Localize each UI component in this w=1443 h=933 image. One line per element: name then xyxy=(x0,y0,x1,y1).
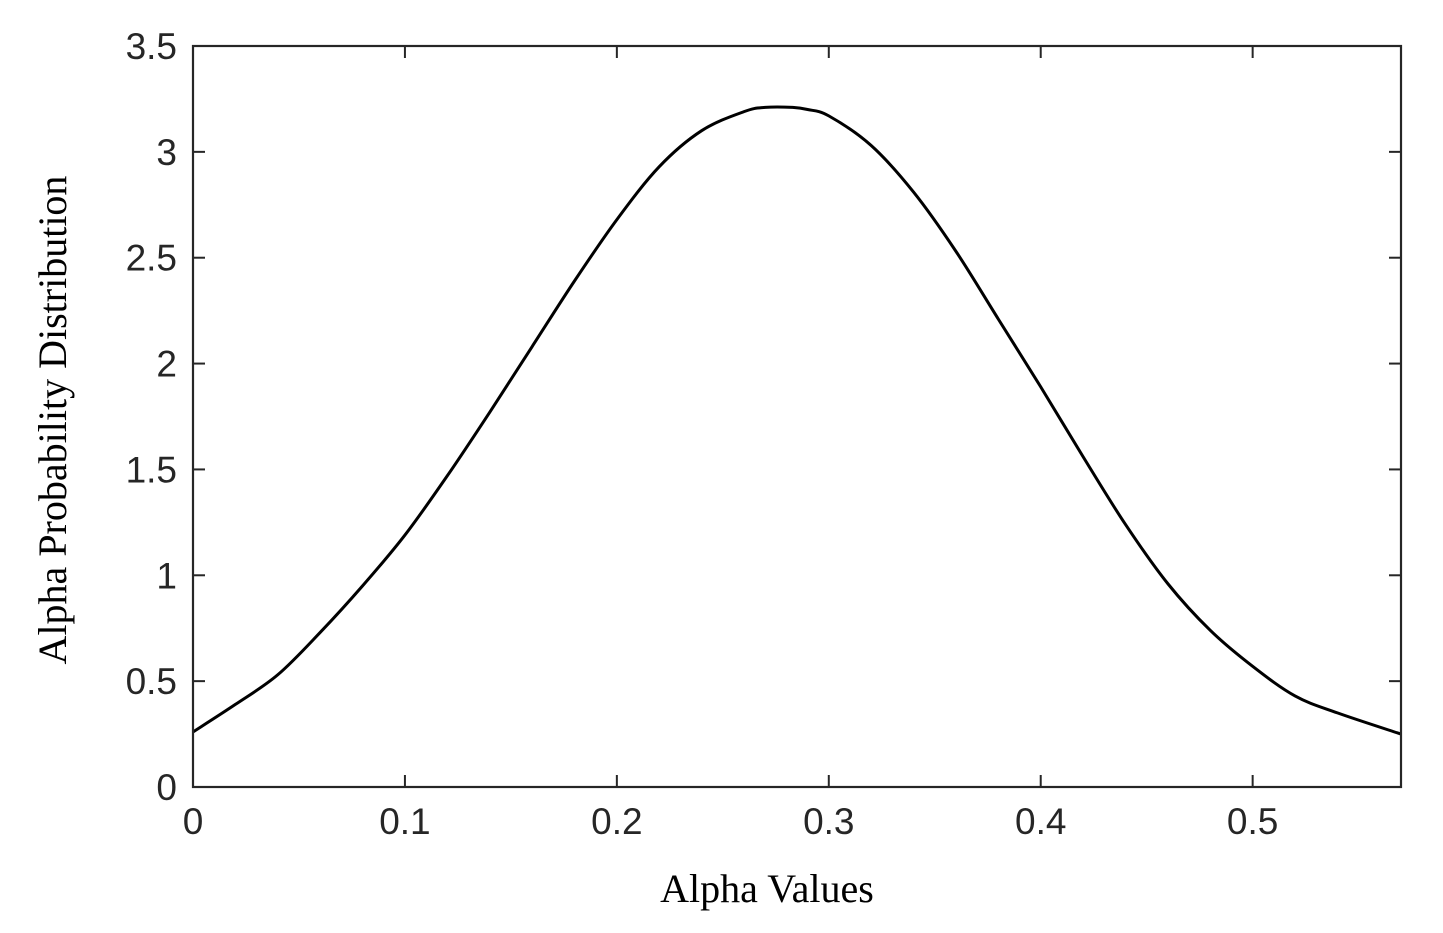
y-tick-label: 0.5 xyxy=(126,661,177,702)
y-tick-label: 3 xyxy=(156,132,177,173)
plot-area xyxy=(191,44,1403,789)
y-axis-label: Alpha Probability Distribution xyxy=(30,176,75,665)
x-tick-label: 0.3 xyxy=(803,801,854,842)
y-tick-label: 1.5 xyxy=(126,449,177,490)
plot-frame xyxy=(191,44,1403,789)
y-tick-label: 3.5 xyxy=(126,26,177,67)
x-tick-label: 0.4 xyxy=(1015,801,1066,842)
x-axis-label: Alpha Values xyxy=(660,866,874,911)
y-tick-label: 2.5 xyxy=(126,238,177,279)
y-tick-label: 2 xyxy=(156,344,177,385)
x-axis: 0 0.1 0.2 0.3 0.4 0.5 xyxy=(183,46,1278,842)
x-tick-label: 0.2 xyxy=(591,801,642,842)
y-tick-label: 0 xyxy=(156,767,177,808)
series-line xyxy=(192,105,1402,736)
x-tick-label: 0.1 xyxy=(379,801,430,842)
y-axis: 0 0.5 1 1.5 2 2.5 3 3.5 xyxy=(126,26,1401,808)
y-tick-label: 1 xyxy=(156,555,177,596)
x-tick-label: 0.5 xyxy=(1227,801,1278,842)
x-tick-label: 0 xyxy=(183,801,204,842)
